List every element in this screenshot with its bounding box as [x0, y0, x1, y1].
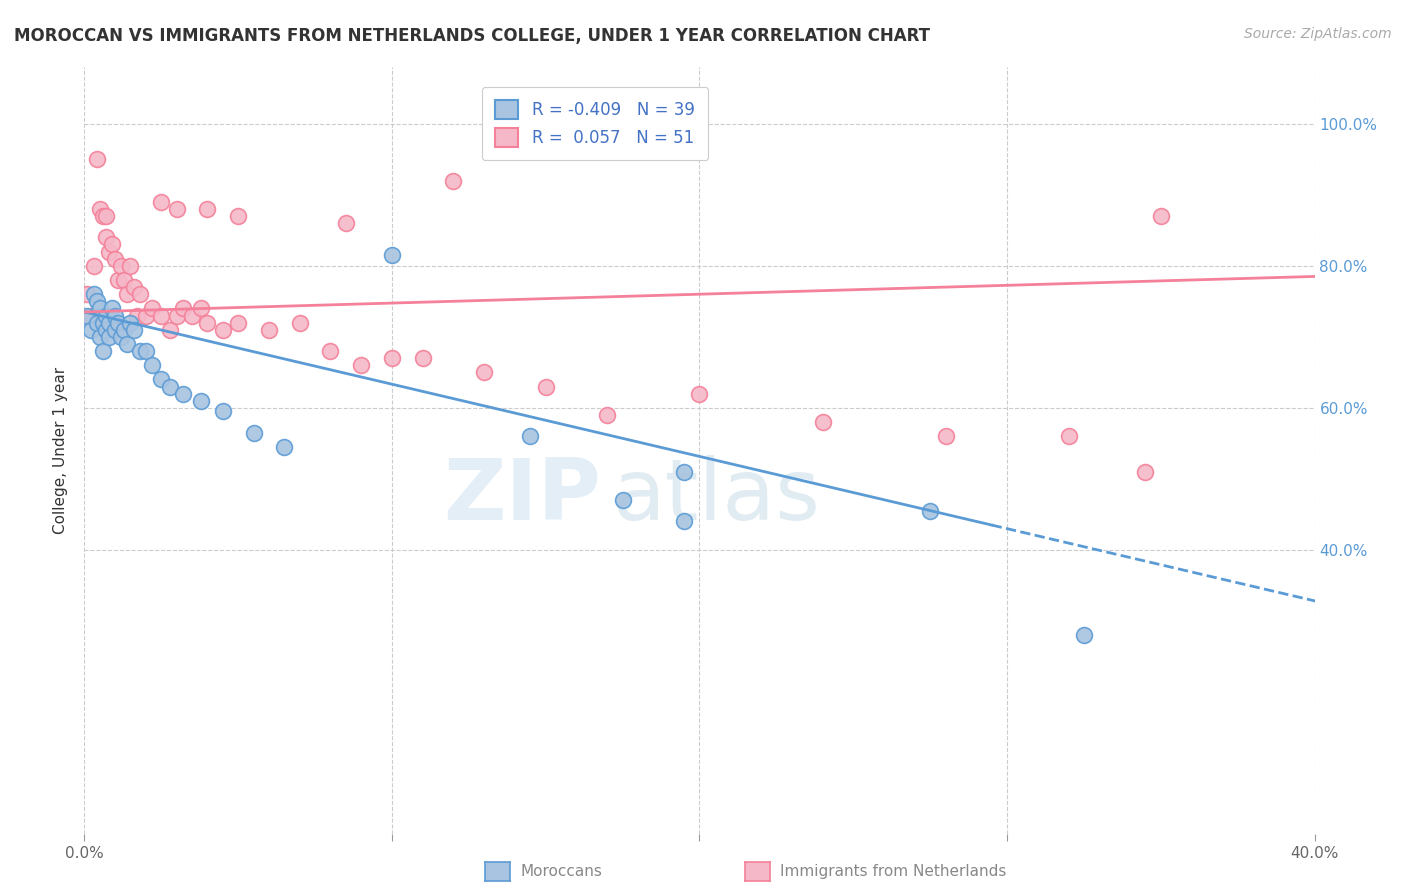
Point [94, 230, 117, 244]
Point [288, 316, 311, 330]
Point [381, 248, 404, 262]
Point [689, 386, 711, 401]
Point [242, 425, 264, 440]
Point [98, 244, 120, 259]
Point [120, 259, 142, 273]
Point [128, 287, 150, 301]
Point [673, 465, 696, 479]
Point [412, 351, 434, 365]
Point [172, 386, 194, 401]
Text: Source: ZipAtlas.com: Source: ZipAtlas.com [1244, 27, 1392, 41]
Point [110, 259, 132, 273]
Point [83, 287, 105, 301]
Point [89, 301, 111, 316]
Point [122, 280, 145, 294]
Point [150, 372, 173, 386]
Point [920, 504, 942, 518]
Point [125, 309, 148, 323]
Text: Moroccans: Moroccans [520, 864, 602, 879]
Point [1073, 628, 1095, 642]
Point [122, 323, 145, 337]
Point [91, 316, 114, 330]
Point [1057, 429, 1080, 443]
Point [101, 301, 124, 316]
Point [443, 173, 465, 187]
Point [226, 316, 249, 330]
Point [86, 153, 108, 167]
Point [166, 202, 188, 216]
Point [104, 252, 127, 266]
Point [135, 309, 157, 323]
Point [596, 408, 619, 422]
Point [107, 316, 129, 330]
Point [94, 209, 117, 223]
Point [141, 358, 163, 372]
Point [319, 344, 342, 359]
Point [811, 415, 834, 429]
Point [79, 323, 101, 337]
Point [211, 404, 233, 418]
Point [120, 316, 142, 330]
Point [172, 301, 194, 316]
Point [83, 259, 105, 273]
Point [190, 301, 212, 316]
Point [117, 287, 139, 301]
Point [935, 429, 957, 443]
Point [166, 309, 188, 323]
Point [135, 344, 157, 359]
Text: atlas: atlas [613, 455, 821, 538]
Point [150, 309, 173, 323]
Point [197, 316, 219, 330]
Point [89, 330, 111, 344]
Point [104, 323, 127, 337]
Point [76, 309, 98, 323]
Point [181, 309, 204, 323]
Point [117, 337, 139, 351]
Point [159, 323, 181, 337]
Point [1135, 465, 1157, 479]
Point [128, 344, 150, 359]
Point [91, 209, 114, 223]
Point [107, 273, 129, 287]
Y-axis label: College, Under 1 year: College, Under 1 year [53, 367, 69, 534]
Point [94, 309, 117, 323]
Point [211, 323, 233, 337]
Point [79, 309, 101, 323]
Point [1150, 209, 1173, 223]
Point [519, 429, 541, 443]
Point [150, 194, 173, 209]
Point [86, 294, 108, 309]
Point [94, 323, 117, 337]
Point [141, 301, 163, 316]
Point [197, 202, 219, 216]
Point [101, 237, 124, 252]
Point [612, 493, 634, 508]
Text: MOROCCAN VS IMMIGRANTS FROM NETHERLANDS COLLEGE, UNDER 1 YEAR CORRELATION CHART: MOROCCAN VS IMMIGRANTS FROM NETHERLANDS … [14, 27, 929, 45]
Point [98, 316, 120, 330]
Point [226, 209, 249, 223]
Text: Immigrants from Netherlands: Immigrants from Netherlands [780, 864, 1007, 879]
Legend: R = -0.409   N = 39, R =  0.057   N = 51: R = -0.409 N = 39, R = 0.057 N = 51 [482, 87, 709, 161]
Text: ZIP: ZIP [443, 455, 602, 538]
Point [98, 330, 120, 344]
Point [159, 379, 181, 393]
Point [86, 316, 108, 330]
Point [472, 365, 495, 379]
Point [350, 358, 373, 372]
Point [112, 323, 135, 337]
Point [110, 330, 132, 344]
Point [381, 351, 404, 365]
Point [89, 202, 111, 216]
Point [112, 273, 135, 287]
Point [257, 323, 280, 337]
Point [673, 515, 696, 529]
Point [91, 344, 114, 359]
Point [534, 379, 557, 393]
Point [76, 287, 98, 301]
Point [335, 216, 357, 230]
Point [273, 440, 295, 454]
Point [190, 393, 212, 408]
Point [104, 309, 127, 323]
